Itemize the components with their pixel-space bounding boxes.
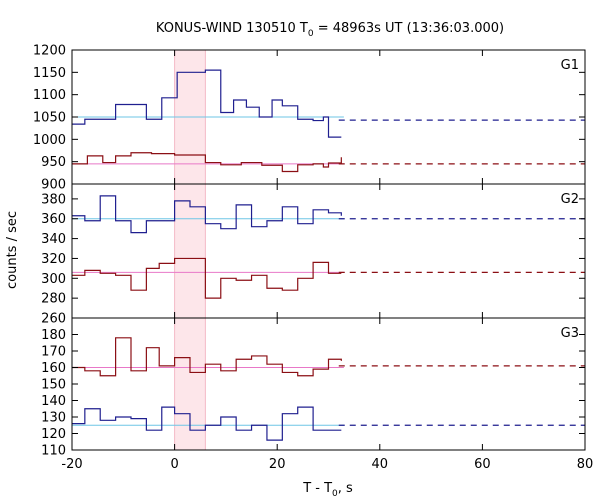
panel-G3-y-tick-label: 150 <box>41 378 66 393</box>
panel-G2-y-tick-label: 280 <box>41 292 66 307</box>
panel-G2-y-tick-label: 360 <box>41 212 66 227</box>
panel-G2-y-tick-label: 300 <box>41 272 66 287</box>
panel-G1-y-tick-label: 1050 <box>33 111 66 126</box>
panel-G3-y-tick-label: 180 <box>41 328 66 343</box>
x-tick-label: 80 <box>577 457 594 472</box>
panel-label-G3: G3 <box>561 326 579 341</box>
panel-G3-y-tick-label: 170 <box>41 345 66 360</box>
y-axis-label: counts / sec <box>5 211 20 289</box>
panel-G3-y-tick-label: 120 <box>41 427 66 442</box>
panel-G2-y-tick-label: 340 <box>41 232 66 247</box>
x-tick-label: -20 <box>61 457 82 472</box>
x-tick-label: 0 <box>170 457 178 472</box>
panel-G1-y-tick-label: 900 <box>41 178 66 193</box>
panel-G3-y-tick-label: 160 <box>41 361 66 376</box>
panel-G3-y-tick-label: 110 <box>41 444 66 459</box>
x-axis-label-suffix: , s <box>338 481 353 496</box>
panel-G3-y-tick-label: 130 <box>41 411 66 426</box>
series-layer <box>72 69 585 441</box>
x-tick-label: 40 <box>372 457 389 472</box>
panel-label-G2: G2 <box>561 192 579 207</box>
panel-G1-y-tick-label: 950 <box>41 155 66 170</box>
x-tick-label: 20 <box>269 457 286 472</box>
panel-G2-y-tick-label: 260 <box>41 312 66 327</box>
x-axis-label-subscript: 0 <box>332 489 338 499</box>
chart-title: KONUS-WIND 130510 T0 = 48963s UT (13:36:… <box>156 21 504 39</box>
panel-label-G1: G1 <box>561 58 579 73</box>
chart-title-prefix: KONUS-WIND 130510 T <box>156 21 308 36</box>
panel-G3-series-0-step-line <box>72 337 342 377</box>
x-axis-label-prefix: T - T <box>302 481 332 496</box>
panel-G1-y-tick-label: 1200 <box>33 44 66 59</box>
x-axis-label: T - T0, s <box>302 481 353 499</box>
panel-G1-series-1-step-line <box>72 152 342 173</box>
panel-G2-y-tick-label: 320 <box>41 252 66 267</box>
highlight-band-layer <box>174 50 206 450</box>
panel-G1-y-tick-label: 1000 <box>33 133 66 148</box>
panel-G3-series-1-step-line <box>72 406 342 441</box>
x-tick-label: 60 <box>474 457 491 472</box>
panel-G2-series-1-step-line <box>72 257 342 299</box>
panel-G2-frame <box>71 183 586 319</box>
highlight-interval-band <box>174 50 206 450</box>
panel-G3-y-tick-label: 140 <box>41 394 66 409</box>
panel-G1-y-tick-label: 1150 <box>33 66 66 81</box>
panel-G1-y-tick-label: 1100 <box>33 88 66 103</box>
panel-G2-y-tick-label: 380 <box>41 192 66 207</box>
panel-G2-series-0-step-line <box>72 195 342 234</box>
chart-title-suffix: = 48963s UT (13:36:03.000) <box>314 21 504 36</box>
frame-layer: 90095010001050110011501200G1260280300320… <box>33 44 593 473</box>
chart-title-subscript: 0 <box>308 29 314 39</box>
panel-G1-series-0-step-line <box>72 69 342 138</box>
